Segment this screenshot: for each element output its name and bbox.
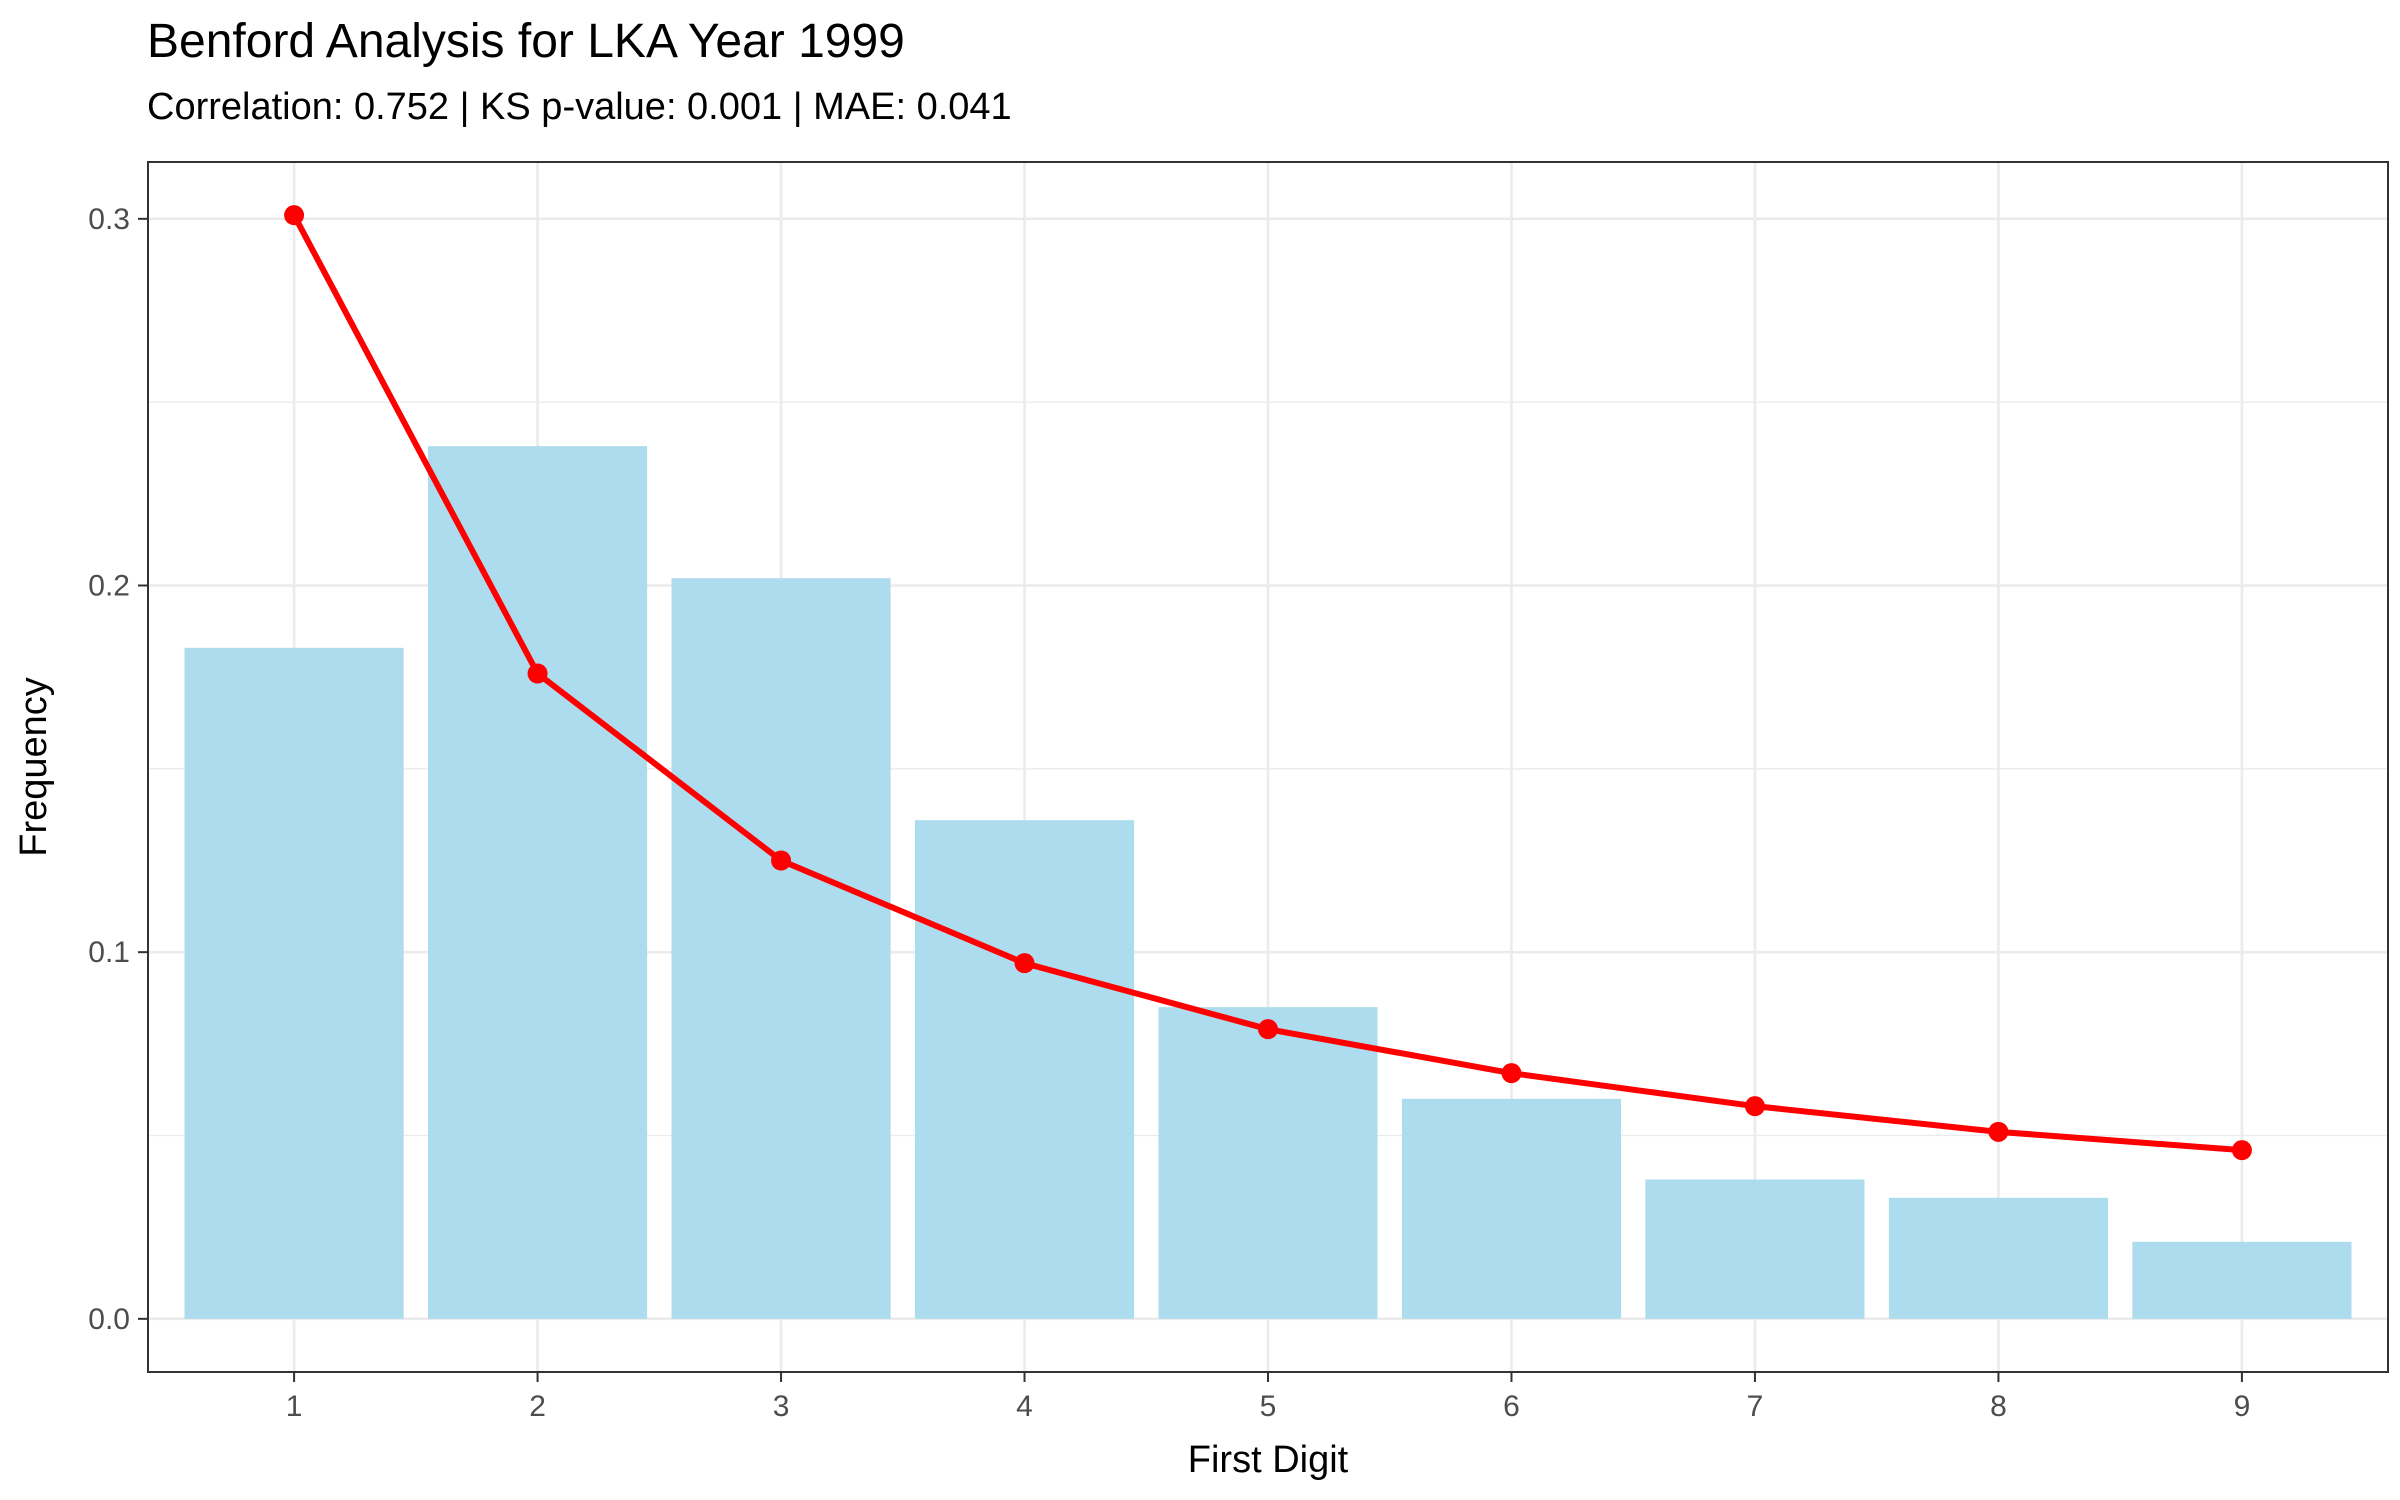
chart-title: Benford Analysis for LKA Year 1999 (147, 15, 905, 68)
x-tick-label: 5 (1260, 1390, 1277, 1423)
bar-digit-8 (1888, 1197, 2108, 1319)
x-tick-label: 4 (1016, 1390, 1033, 1423)
bar-digit-2 (428, 446, 648, 1319)
y-tick-label: 0.1 (88, 936, 130, 969)
axes: 0.0 0.1 0.2 0.3 1 2 3 4 5 6 7 8 9 (88, 203, 2250, 1423)
point-digit-8 (1988, 1121, 2009, 1142)
expected-points (284, 205, 2252, 1161)
point-digit-5 (1258, 1019, 1278, 1040)
y-tick-label: 0.0 (88, 1303, 130, 1336)
bar-digit-6 (1401, 1098, 1622, 1319)
point-digit-7 (1744, 1096, 1765, 1117)
bar-digit-4 (914, 820, 1135, 1319)
point-digit-6 (1501, 1063, 1522, 1084)
bar-digit-3 (671, 578, 891, 1319)
bar-digit-9 (2132, 1241, 2352, 1319)
y-tick-label: 0.3 (88, 203, 130, 236)
observed-bars (184, 446, 2352, 1319)
chart-subtitle: Correlation: 0.752 | KS p-value: 0.001 |… (147, 86, 1012, 128)
x-tick-label: 9 (2234, 1390, 2251, 1423)
bar-digit-7 (1645, 1179, 1865, 1319)
bar-digit-5 (1158, 1007, 1378, 1319)
x-tick-label: 7 (1747, 1390, 1764, 1423)
point-digit-3 (771, 850, 792, 871)
x-tick-label: 6 (1503, 1390, 1520, 1423)
x-axis-title: First Digit (1188, 1439, 1349, 1481)
y-tick-label: 0.2 (88, 570, 130, 603)
bar-digit-1 (184, 647, 404, 1319)
x-tick-label: 1 (286, 1390, 303, 1423)
y-axis-title: Frequency (13, 677, 55, 857)
x-tick-label: 8 (1990, 1390, 2007, 1423)
point-digit-4 (1014, 953, 1035, 974)
x-tick-label: 3 (773, 1390, 790, 1423)
x-tick-label: 2 (529, 1390, 546, 1423)
point-digit-1 (284, 205, 305, 226)
point-digit-2 (527, 663, 548, 684)
point-digit-9 (2231, 1140, 2252, 1161)
